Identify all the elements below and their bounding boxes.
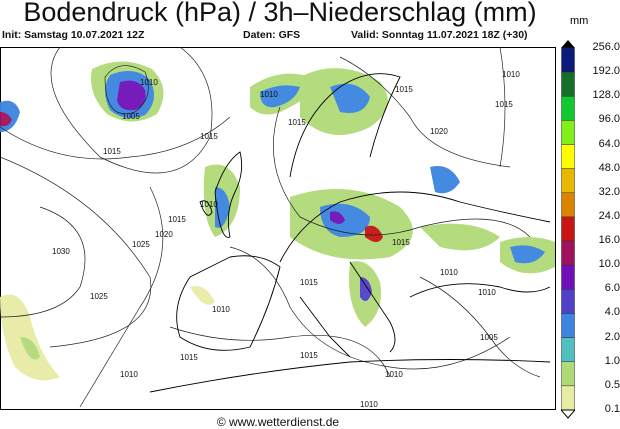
- isobar-label: 1010: [140, 78, 158, 87]
- legend-label: 64.0: [598, 137, 620, 150]
- legend-color-box: [561, 192, 575, 218]
- legend-color-box: [561, 216, 575, 242]
- legend-label: 96.0: [598, 113, 620, 126]
- legend-color-box: [561, 120, 575, 145]
- isobar-label: 1015: [300, 278, 318, 287]
- legend-color-box: [561, 96, 575, 121]
- legend-label: 16.0: [598, 234, 620, 247]
- isobar-label: 1015: [200, 132, 218, 141]
- isobar-label: 1010: [200, 200, 218, 209]
- legend-label: 2.0: [604, 330, 620, 343]
- isobar-label: 1030: [52, 247, 70, 256]
- legend-color-box: [561, 337, 575, 362]
- init-time: Init: Samstag 10.07.2021 12Z: [2, 29, 145, 41]
- legend-color-box: [561, 361, 575, 387]
- precip-area: [430, 166, 460, 194]
- legend-label: 48.0: [598, 161, 620, 174]
- precip-area: [117, 80, 146, 111]
- isobar-label: 1005: [480, 333, 498, 342]
- legend-label: 6.0: [604, 282, 620, 295]
- isobar-label: 1010: [502, 70, 520, 79]
- legend-color-box: [561, 240, 575, 266]
- legend-color-box: [561, 264, 575, 290]
- legend-color-box: [561, 47, 575, 73]
- isobar-label: 1025: [90, 292, 108, 301]
- map-title: Bodendruck (hPa) / 3h–Niederschlag (mm): [23, 0, 537, 27]
- precip-area: [260, 85, 300, 108]
- precip-area: [330, 211, 345, 224]
- precip-color-legend: [561, 40, 575, 419]
- isobar-label: 1020: [430, 127, 448, 136]
- isobar-label: 1010: [120, 370, 138, 379]
- isobar-label: 1015: [300, 351, 318, 360]
- legend-label: 256.0: [592, 41, 620, 53]
- isobar-label: 1015: [180, 353, 198, 362]
- isobar-label: 1015: [392, 238, 410, 247]
- precip-area: [360, 277, 372, 301]
- precipitation-areas: [0, 61, 555, 381]
- legend-label: 24.0: [598, 209, 620, 222]
- isobar-labels: 1010 1005 1015 1015 1030 1025 1025 1020 …: [52, 70, 520, 409]
- legend-color-box: [561, 168, 575, 194]
- legend-label: 128.0: [592, 89, 620, 102]
- isobar-label: 1015: [103, 147, 121, 156]
- legend-label: 192.0: [592, 65, 620, 78]
- legend-label: 4.0: [604, 306, 620, 319]
- isobar-label: 1005: [122, 112, 140, 121]
- precip-area: [190, 286, 215, 305]
- legend-label: 0.1: [604, 403, 620, 415]
- isobar-label: 1015: [288, 118, 306, 127]
- legend-color-box: [561, 144, 575, 169]
- legend-color-box: [561, 71, 575, 97]
- legend-color-box: [561, 385, 575, 411]
- isobar-label: 1010: [385, 370, 403, 379]
- isobars: [0, 47, 541, 408]
- isobar-label: 1015: [168, 215, 186, 224]
- isobar-label: 1010: [360, 400, 378, 409]
- isobar-label: 1010: [478, 288, 496, 297]
- isobar-label: 1025: [132, 240, 150, 249]
- valid-time: Valid: Sonntag 11.07.2021 18Z (+30): [351, 29, 528, 41]
- precip-area: [330, 83, 370, 113]
- legend-min-arrow: [561, 409, 575, 419]
- isobar-label: 1015: [495, 100, 513, 109]
- copyright-footer: © www.wetterdienst.de: [216, 415, 340, 429]
- coastlines: [149, 73, 551, 393]
- precip-area: [365, 225, 383, 242]
- legend-label: 1.0: [604, 354, 620, 367]
- precip-area: [20, 337, 40, 360]
- legend-color-box: [561, 313, 575, 338]
- legend-color-box: [561, 289, 575, 314]
- weather-map: 1010 1005 1015 1015 1030 1025 1025 1020 …: [0, 47, 556, 410]
- legend-label: 10.0: [598, 258, 620, 271]
- precip-area: [420, 223, 500, 251]
- precip-area: [510, 245, 545, 264]
- isobar-label: 1010: [212, 305, 230, 314]
- data-source: Daten: GFS: [243, 29, 301, 41]
- isobar-label: 1015: [395, 85, 413, 94]
- legend-label: 0.5: [604, 378, 620, 391]
- precip-area: [0, 112, 12, 127]
- legend-max-arrow: [561, 40, 575, 48]
- isobar-label: 1010: [440, 268, 458, 277]
- isobar-label: 1010: [260, 90, 278, 99]
- precip-area: [0, 294, 60, 381]
- legend-unit: mm: [570, 15, 589, 27]
- legend-label: 32.0: [598, 185, 620, 198]
- isobar-label: 1020: [155, 230, 173, 239]
